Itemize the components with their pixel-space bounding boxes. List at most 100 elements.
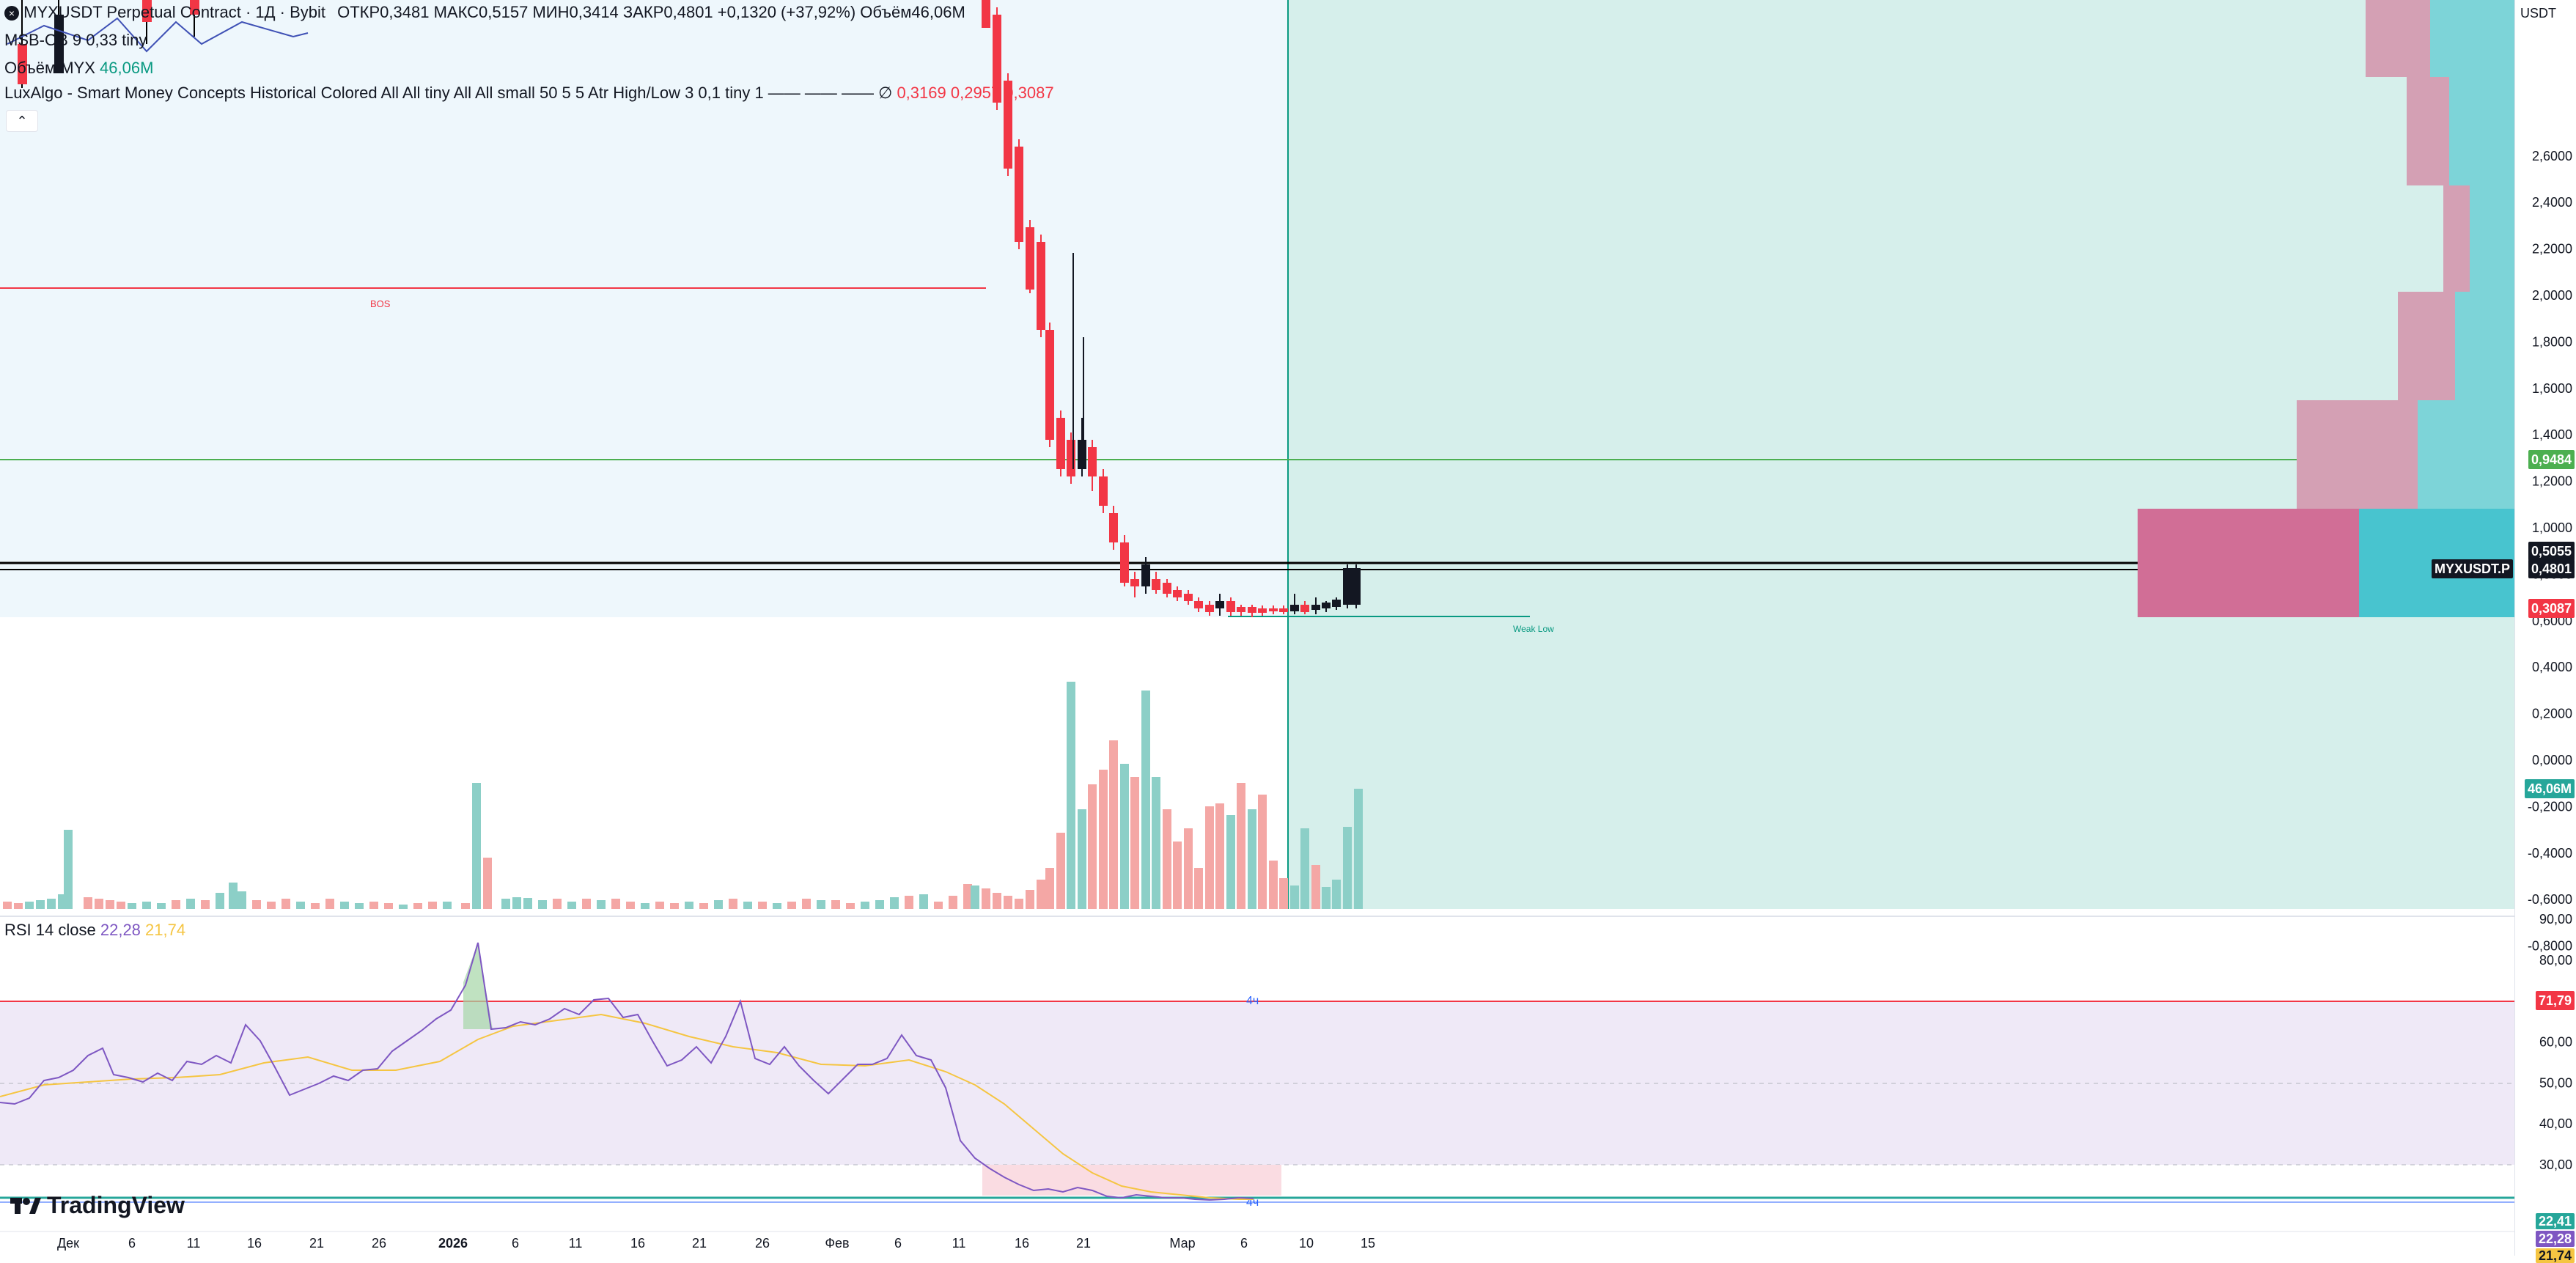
rsi-legend-label: RSI 14 close [4,921,96,939]
volume-bar [14,903,23,909]
rsi-oversold-fill [982,1165,1281,1196]
volume-bar [443,902,452,909]
time-axis: Дек 6 11 16 21 26 2026 6 11 16 21 26 Фев 6 11 16 21 Мар 6 1… [57,1236,1375,1251]
candle-body [1099,476,1108,506]
tag-symbol: MYXUSDT.P [2432,559,2513,578]
tag-green-level: 0,9484 [2528,450,2575,469]
close-value: 0,4801 [663,3,713,21]
volume-bar [413,903,422,909]
bos-label: BOS [370,298,391,309]
price-tick: -0,4000 [2528,846,2572,861]
rsi-tick: 60,00 [2539,1035,2572,1050]
time-tick: 2026 [438,1236,468,1251]
price-tick: -0,2000 [2528,799,2572,814]
volume-bar [982,888,990,909]
weak-low-label: Weak Low [1513,624,1554,634]
volume-bar [1099,770,1108,909]
tag-rsi-ma: 21,74 [2536,1248,2575,1263]
volume-bar [1067,682,1075,909]
price-tick: 2,0000 [2532,288,2572,303]
indicator-luxalgo-v3: 0,3087 [1004,84,1053,102]
symbol-title[interactable]: MYXUSDT Perpetual Contract · 1Д · Bybit [23,3,325,21]
rsi-peak-fill [463,943,493,1029]
candle-body [1184,594,1193,601]
volume-bar [201,900,210,909]
time-tick: 6 [512,1236,519,1251]
volume-bar [729,899,737,909]
candle-body [1322,603,1331,608]
volume-bar [743,902,752,909]
indicator-volume[interactable]: Объём MYX 46,06M [4,59,153,78]
candle-body [1109,513,1118,542]
candle-body [1078,440,1086,469]
volume-bar [25,902,34,909]
time-tick: 21 [1076,1236,1091,1251]
volume-bar [773,903,781,909]
candle-body [1026,227,1034,290]
volume-bar [483,858,492,909]
rsi-band [0,1001,2514,1165]
volume-bar [523,898,532,909]
volume-bar [1237,783,1245,909]
volume-bar [787,902,796,909]
volume-bar [472,783,481,909]
price-tick: 1,6000 [2532,381,2572,396]
volume-bar [817,900,825,909]
volume-bar [238,891,246,909]
tradingview-logo-text: TradingView [47,1192,185,1219]
indicator-luxalgo[interactable]: LuxAlgo - Smart Money Concepts Historica… [4,84,1054,103]
candle-body [1300,605,1309,612]
indicator-msb-ob[interactable]: MSB-OB 9 0,33 tiny [4,31,147,50]
tag-last-price: 0,4801 [2528,559,2575,578]
candle-body [1037,242,1045,330]
volume-bar [890,897,899,909]
indicator-msb-ob-label: MSB-OB 9 0,33 tiny [4,31,147,49]
volume-bar [1332,880,1341,909]
candle-body [1215,601,1224,608]
volume-bar [369,902,378,909]
candle-body [1205,605,1214,612]
volume-bar [831,900,840,909]
rsi-legend[interactable]: RSI 14 close 22,28 21,74 [4,921,185,940]
tradingview-logo[interactable]: TradingView [10,1192,185,1219]
volume-bar [1205,806,1214,909]
chart-area[interactable]: BOS Weak Low [0,0,2514,1256]
high-value: 0,5157 [479,3,528,21]
volume-bar [1343,827,1352,909]
rsi-tick: 80,00 [2539,953,2572,968]
volume-bar [1290,885,1299,909]
tag-rsi-value: 22,28 [2536,1231,2575,1247]
tag-black-level: 0,5055 [2528,542,2575,561]
price-tick: -0,6000 [2528,892,2572,907]
candle-body [1067,440,1075,476]
price-chart[interactable]: BOS Weak Low [0,0,2514,1256]
volume-bar [1004,896,1012,909]
low-value: 0,3414 [570,3,619,21]
candle-body [1173,590,1182,597]
open-label: ОТКР [337,3,380,21]
price-axis[interactable]: 2,6000 2,4000 2,2000 2,0000 1,8000 1,6000 1,40… [2514,0,2576,1256]
price-tick: 0,4000 [2532,660,2572,674]
collapse-legend-button[interactable]: ⌃ [6,110,38,132]
high-label: МАКС [434,3,479,21]
volume-bar [1078,809,1086,909]
candle-body [1045,330,1054,440]
volume-bar [1215,803,1224,909]
volume-bar [949,896,957,909]
volume-bar [611,899,620,909]
time-tick: 16 [247,1236,262,1251]
volume-bar [1248,809,1256,909]
volume-bar [582,899,591,909]
volume-bar [1311,865,1320,909]
time-tick: 11 [187,1236,201,1251]
volume-bar [1163,809,1171,909]
volume-bar [993,893,1001,909]
time-tick: 6 [128,1236,136,1251]
volume-bar [512,897,521,909]
time-tick: 26 [755,1236,770,1251]
symbol-close-icon[interactable]: × [4,6,19,21]
volume-bar [384,903,393,909]
change-value: +0,1320 (+37,92%) [718,3,855,21]
price-tick: 2,2000 [2532,242,2572,257]
volume-bar [1184,828,1193,909]
